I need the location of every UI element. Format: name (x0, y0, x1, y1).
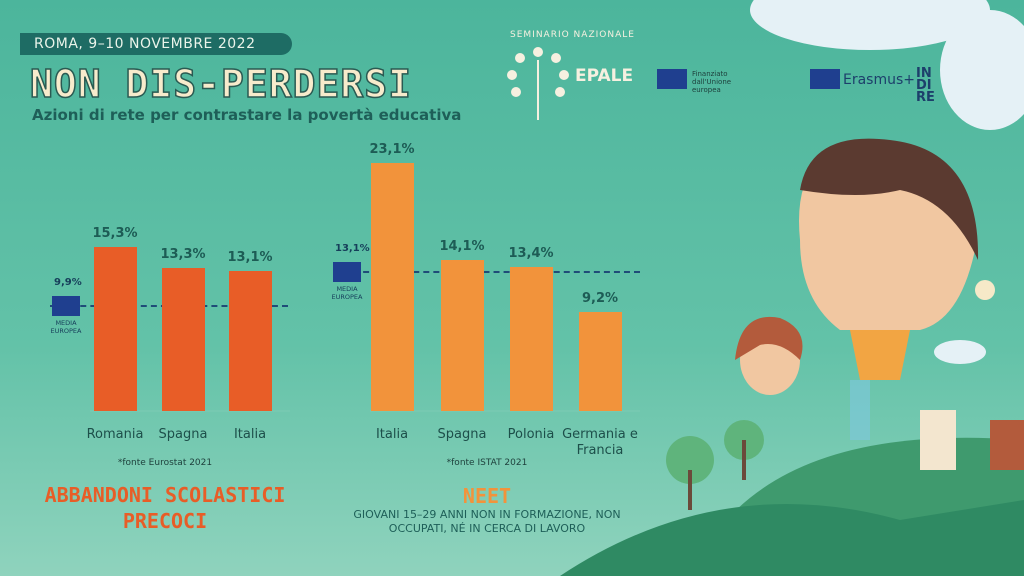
epale-logo: EPALE (575, 66, 634, 86)
indire-logo: INDIRE (916, 66, 935, 105)
value-label: 13,3% (160, 247, 206, 263)
chart-title: NEET (462, 484, 512, 508)
seminar-label: SEMINARIO NAZIONALE (510, 30, 635, 40)
main-subtitle: Azioni di rete per contrastare la povert… (32, 106, 462, 124)
bar (228, 270, 272, 411)
eu-funding: Finanziato dall'Unione europea (692, 70, 732, 94)
chart-subtitle: GIOVANI 15–29 ANNI NON IN FORMAZIONE, NO… (353, 508, 621, 535)
category-label: Polonia (507, 427, 555, 442)
main-title: NON DIS-PERDERSI (29, 61, 413, 107)
bar (440, 259, 484, 411)
category-label: Italia (233, 427, 267, 442)
bar (578, 312, 622, 411)
bar (509, 267, 553, 411)
bar (93, 246, 137, 411)
bar (370, 163, 414, 411)
erasmus-logo: Erasmus+ (843, 72, 916, 88)
reference-label: MEDIA EUROPEA (331, 284, 363, 301)
eu-flag (52, 295, 80, 316)
category-label: Spagna (158, 427, 208, 442)
eu-flag (333, 261, 361, 282)
category-label: Spagna (437, 427, 487, 442)
value-label: 13,1% (227, 249, 273, 265)
chart-title: ABBANDONI SCOLASTICI PRECOCI (44, 483, 286, 533)
value-label: 14,1% (439, 238, 485, 254)
source-note: *fonte ISTAT 2021 (446, 458, 528, 468)
source-note: *fonte Eurostat 2021 (117, 458, 213, 468)
event-date: ROMA, 9–10 NOVEMBRE 2022 (20, 33, 292, 55)
reference-label: MEDIA EUROPEA (50, 318, 82, 335)
value-label: 13,4% (508, 246, 554, 262)
reference-line (333, 270, 640, 273)
reference-value: 9,9% (54, 276, 82, 288)
value-label: 9,2% (581, 291, 619, 307)
value-label: 15,3% (92, 225, 138, 241)
bar (161, 268, 205, 411)
value-label: 23,1% (369, 142, 415, 158)
category-label: Romania (86, 427, 144, 442)
category-label: Italia (375, 427, 409, 442)
category-label: Germania e Francia (562, 427, 638, 458)
reference-value: 13,1% (335, 242, 370, 254)
